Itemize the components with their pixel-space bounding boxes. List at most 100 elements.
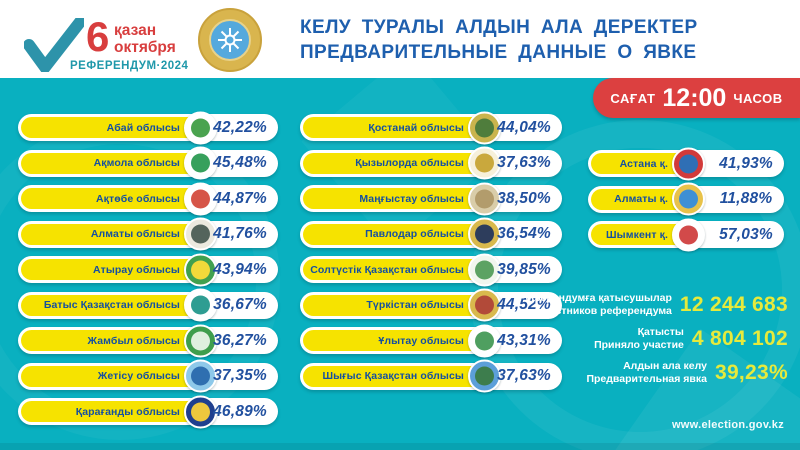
summary-row: Алдын ала келу Предварительная явка 39,23% [540,356,788,390]
time-value: 12:00 [662,83,727,112]
region-name-pill: Ақмола облысы [21,152,204,174]
region-name-pill: Шымкент қ. [591,224,686,245]
page-title: КЕЛУ ТУРАЛЫ АЛДЫН АЛА ДЕРЕКТЕР ПРЕДВАРИТ… [300,15,698,65]
turnout-value: 57,03% [719,225,773,243]
region-emblem-icon [468,182,501,215]
region-row: Түркістан облысы 44,52% [300,288,562,322]
region-name: Қарағанды облысы [75,405,180,418]
turnout-value: 38,50% [497,189,551,207]
region-column-middle: Қостанай облысы 44,04% Қызылорда облысы 37,… [300,111,562,393]
city-column: Астана қ. 41,93% Алматы қ. 11,88% Шымкент қ.… [588,147,784,251]
summary-value: 39,23% [714,361,788,384]
turnout-value: 36,54% [497,225,551,242]
region-row: Ақмола облысы 45,48% [18,146,278,180]
region-row: Ақтөбе облысы 44,87% [18,182,278,215]
turnout-value: 11,88% [719,190,773,207]
header: 6 қазан октября РЕФЕРЕНДУМ·2024 [0,0,800,78]
region-name: Павлодар облысы [365,228,464,240]
region-name: Жетісу облысы [97,370,180,382]
summary-row: Қатысты Приняло участие 4 804 102 [540,322,788,356]
region-row: Батыс Қазақстан облысы 36,67% [18,288,278,322]
region-name: Қызылорда облысы [355,157,464,169]
city-row: Шымкент қ. 57,03% [588,218,784,251]
turnout-value: 43,94% [213,260,267,278]
turnout-value: 41,93% [719,154,773,172]
region-name: Түркістан облысы [366,299,464,311]
summary-value: 12 244 683 [679,293,788,316]
region-column-left: Абай облысы 42,22% Ақмола облысы 45,48% Ақтө… [18,111,278,428]
region-row: Абай облысы 42,22% [18,111,278,144]
emblem-core [475,224,494,244]
region-emblem-icon [184,217,217,251]
referendum-logo: 6 қазан октября РЕФЕРЕНДУМ·2024 [24,8,194,74]
website-url: www.election.gov.kz [671,419,784,431]
region-emblem-icon [184,288,217,322]
region-row: Солтүстік Қазақстан облысы 39,85% [300,253,562,286]
summary-value: 4 804 102 [691,327,788,350]
region-name: Шығыс Қазақстан облысы [322,370,464,382]
turnout-value: 37,63% [497,367,551,384]
region-row: Маңғыстау облысы 38,50% [300,182,562,215]
turnout-value: 41,76% [213,225,267,242]
logo-month-ru: октября [114,39,176,57]
turnout-value: 44,04% [497,118,551,136]
region-name: Астана қ. [619,157,668,170]
region-name: Маңғыстау облысы [359,192,464,205]
emblem-core [475,153,494,173]
region-emblem-icon [184,182,217,215]
region-emblem-icon [468,146,501,180]
city-row: Алматы қ. 11,88% [588,182,784,216]
region-name: Алматы облысы [90,228,180,240]
region-name-pill: Атырау облысы [21,259,204,280]
region-emblem-icon [468,288,501,322]
summary-label: Алдын ала келу Предварительная явка [586,360,707,385]
region-name-pill: Астана қ. [591,153,686,174]
region-row: Жамбыл облысы 36,27% [18,324,278,357]
summary-row: Референдумға қатысушылар Участников рефер… [519,288,788,322]
time-badge: САҒАТ 12:00 ЧАСОВ [593,78,800,118]
logo-date-number: 6 [86,13,110,60]
region-emblem-icon [672,182,705,216]
region-name: Ақмола облысы [93,157,180,169]
logo-event-label: РЕФЕРЕНДУМ·2024 [70,60,189,72]
region-emblem-icon [468,111,501,144]
region-name-pill: Шығыс Қазақстан облысы [303,365,488,387]
turnout-value: 42,22% [213,118,267,136]
region-row: Павлодар облысы 36,54% [300,217,562,251]
emblem-core [191,118,210,137]
emblem-core [679,154,698,173]
region-name: Қостанай облысы [368,121,464,134]
emblem-core [475,189,494,208]
region-emblem-icon [468,324,501,357]
emblem-core [191,366,210,386]
region-name-pill: Батыс Қазақстан облысы [21,294,204,316]
summary-label-kk: Референдумға қатысушылар [518,292,672,305]
emblem-core [191,189,210,208]
region-name: Абай облысы [106,121,180,134]
region-emblem-icon [184,395,217,428]
emblem-core [191,331,210,350]
region-name-pill: Солтүстік Қазақстан облысы [303,259,488,280]
region-emblem-icon [184,111,217,144]
region-name-pill: Абай облысы [21,117,204,138]
summary-label-kk: Қатысты [637,326,684,339]
region-name: Батыс Қазақстан облысы [43,299,180,311]
region-row: Қарағанды облысы 46,89% [18,395,278,428]
turnout-value: 44,52% [497,296,551,313]
region-name-pill: Түркістан облысы [303,294,488,316]
emblem-core [191,260,210,279]
shanyrak-star-icon [218,28,242,52]
region-emblem-icon [672,147,705,180]
region-name-pill: Ақтөбе облысы [21,188,204,209]
title-kazakh: КЕЛУ ТУРАЛЫ АЛДЫН АЛА ДЕРЕКТЕР [300,17,698,38]
region-name: Шымкент қ. [606,228,668,241]
region-name-pill: Алматы облысы [21,223,204,245]
region-emblem-icon [468,359,501,393]
emblem-core [679,225,698,244]
time-label-ru: ЧАСОВ [733,90,783,106]
city-row: Астана қ. 41,93% [588,147,784,180]
region-name-pill: Қарағанды облысы [21,401,204,422]
summary-totals: Референдумға қатысушылар Участников рефер… [519,288,788,390]
time-label-kk: САҒАТ [610,90,656,106]
